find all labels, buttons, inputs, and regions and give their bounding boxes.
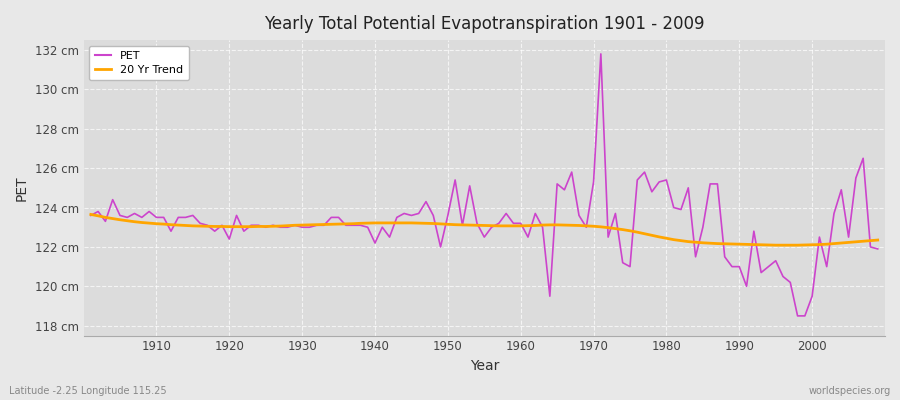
Y-axis label: PET: PET bbox=[15, 175, 29, 201]
X-axis label: Year: Year bbox=[470, 359, 499, 373]
Text: worldspecies.org: worldspecies.org bbox=[809, 386, 891, 396]
Legend: PET, 20 Yr Trend: PET, 20 Yr Trend bbox=[89, 46, 189, 80]
Text: Latitude -2.25 Longitude 115.25: Latitude -2.25 Longitude 115.25 bbox=[9, 386, 166, 396]
Title: Yearly Total Potential Evapotranspiration 1901 - 2009: Yearly Total Potential Evapotranspiratio… bbox=[264, 15, 705, 33]
